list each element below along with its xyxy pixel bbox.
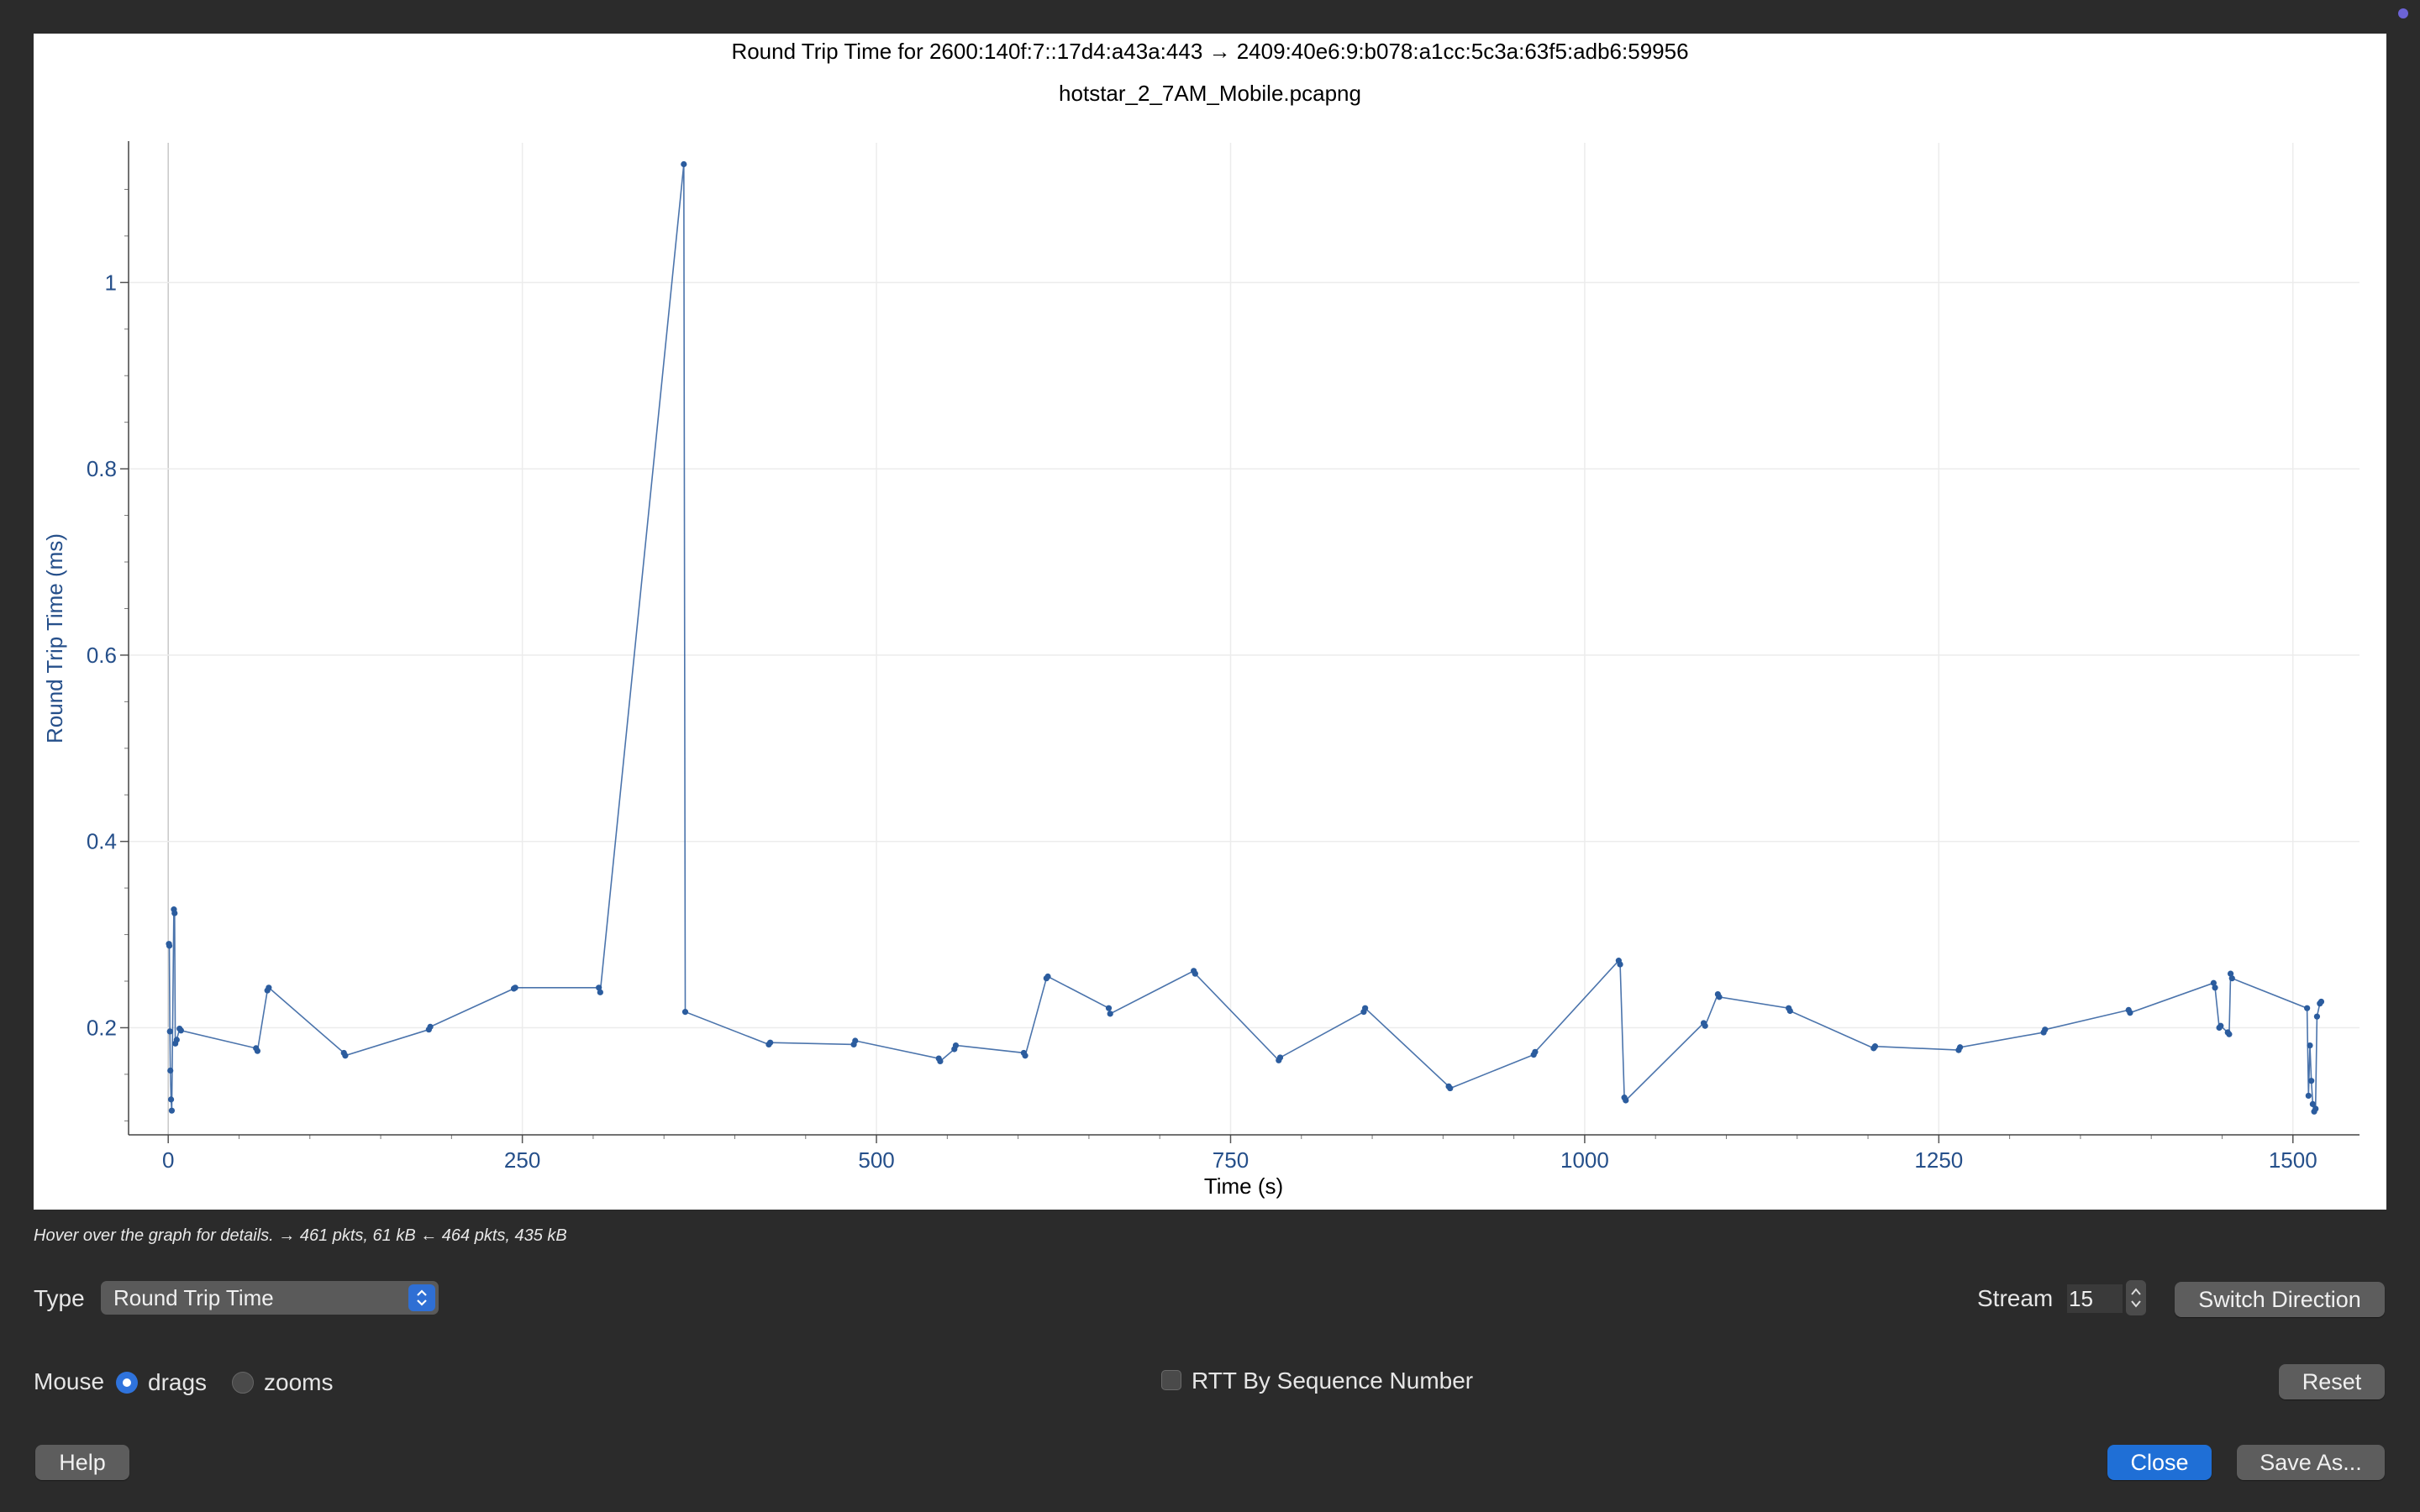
- rtt-data-point: [2307, 1042, 2313, 1049]
- help-button[interactable]: Help: [35, 1445, 129, 1480]
- window-indicator-dot: [2398, 8, 2408, 18]
- rtt-data-point: [167, 1067, 174, 1074]
- type-label: Type: [34, 1285, 85, 1311]
- switch-direction-button[interactable]: Switch Direction: [2175, 1282, 2385, 1317]
- chart-title: Round Trip Time for 2600:140f:7::17d4:a4…: [731, 39, 1688, 64]
- rtt-data-point: [1716, 994, 1723, 1000]
- rtt-data-point: [173, 1037, 180, 1043]
- rtt-data-point: [1276, 1054, 1284, 1061]
- x-tick-label: 750: [1213, 1147, 1249, 1173]
- y-tick-label: 0.2: [87, 1015, 117, 1040]
- rtt-data-point: [1702, 1022, 1708, 1029]
- graph-type-value: Round Trip Time: [113, 1284, 274, 1310]
- rtt-data-point: [266, 984, 272, 991]
- rtt-data-point: [168, 1107, 176, 1114]
- y-axis-label: Round Trip Time (ms): [42, 533, 67, 743]
- rtt-data-point: [2210, 979, 2217, 986]
- y-tick-label: 1: [105, 270, 117, 295]
- rtt-data-point: [254, 1047, 260, 1054]
- rtt-series-line: [168, 164, 2323, 1114]
- x-tick-label: 0: [162, 1147, 174, 1173]
- rtt-data-point: [2226, 1031, 2233, 1037]
- rtt-data-point: [852, 1037, 859, 1044]
- rtt-data-point: [1871, 1043, 1879, 1050]
- rtt-by-sequence-label[interactable]: RTT By Sequence Number: [1192, 1368, 1474, 1394]
- mouse-label: Mouse: [34, 1368, 105, 1394]
- rtt-graph-panel[interactable]: Round Trip Time for 2600:140f:7::17d4:a4…: [34, 34, 2386, 1210]
- stepper-arrows-icon: [2131, 1288, 2141, 1308]
- rtt-data-point: [1617, 961, 1623, 968]
- graph-hint-text: Hover over the graph for details. → 461 …: [34, 1226, 567, 1245]
- rtt-by-sequence-checkbox[interactable]: [1161, 1370, 1181, 1390]
- y-tick-label: 0.8: [87, 456, 117, 481]
- x-tick-label: 250: [504, 1147, 540, 1173]
- rtt-data-point: [166, 942, 173, 949]
- rtt-data-point: [2217, 1022, 2224, 1029]
- x-tick-label: 1250: [1914, 1147, 1963, 1173]
- save-as-button[interactable]: Save As...: [2237, 1445, 2385, 1480]
- stream-label: Stream: [1977, 1285, 2054, 1311]
- rtt-data-point: [2042, 1026, 2049, 1033]
- rtt-data-point: [596, 984, 602, 991]
- rtt-data-point: [171, 910, 178, 916]
- rtt-data-point: [1107, 1011, 1113, 1017]
- x-axis-label: Time (s): [1204, 1173, 1283, 1199]
- rtt-data-point: [167, 1096, 175, 1103]
- rtt-data-point: [1105, 1005, 1113, 1011]
- rtt-data-point: [767, 1039, 774, 1046]
- rtt-data-point: [1022, 1053, 1028, 1059]
- rtt-data-point: [2317, 998, 2325, 1005]
- rtt-data-point: [2313, 1013, 2321, 1020]
- rtt-data-point: [1957, 1044, 1964, 1051]
- rtt-data-point: [2228, 970, 2234, 977]
- stream-number-field[interactable]: [2067, 1284, 2123, 1313]
- rtt-data-point: [427, 1023, 434, 1030]
- zooms-radio[interactable]: [232, 1372, 254, 1394]
- chevron-up-down-icon: [408, 1284, 435, 1311]
- rtt-data-point: [166, 1028, 173, 1035]
- rtt-data-point: [177, 1027, 184, 1034]
- rtt-data-point: [2305, 1092, 2312, 1100]
- close-button[interactable]: Close: [2107, 1445, 2212, 1480]
- rtt-data-point: [1532, 1048, 1539, 1055]
- rtt-data-point: [2312, 1105, 2319, 1112]
- stream-stepper[interactable]: [2126, 1280, 2146, 1315]
- rtt-data-point: [2228, 975, 2235, 982]
- rtt-data-point: [681, 1009, 689, 1016]
- rtt-data-point: [1044, 973, 1051, 980]
- rtt-data-point: [2309, 1100, 2316, 1108]
- reset-button[interactable]: Reset: [2279, 1364, 2385, 1399]
- rtt-data-point: [1786, 1007, 1793, 1015]
- rtt-data-point: [952, 1042, 960, 1049]
- rtt-chart[interactable]: Round Trip Time for 2600:140f:7::17d4:a4…: [34, 34, 2386, 1210]
- rtt-data-point: [2212, 984, 2218, 991]
- rtt-data-point: [597, 989, 603, 995]
- rtt-data-point: [512, 984, 518, 991]
- zooms-label[interactable]: zooms: [264, 1369, 334, 1395]
- drags-label[interactable]: drags: [148, 1369, 208, 1395]
- x-tick-label: 500: [858, 1147, 894, 1173]
- rtt-data-point: [1192, 970, 1198, 977]
- drags-radio[interactable]: [116, 1372, 138, 1394]
- rtt-data-point: [342, 1053, 349, 1059]
- rtt-data-point: [1623, 1097, 1629, 1104]
- chart-subtitle: hotstar_2_7AM_Mobile.pcapng: [1059, 81, 1361, 106]
- y-tick-label: 0.6: [87, 643, 117, 668]
- x-tick-label: 1500: [2269, 1147, 2317, 1173]
- rtt-data-point: [2304, 1005, 2311, 1011]
- rtt-data-point: [937, 1058, 944, 1064]
- rtt-data-point: [2127, 1010, 2133, 1016]
- rtt-data-point: [681, 160, 687, 168]
- rtt-data-point: [1362, 1005, 1369, 1011]
- rtt-data-point: [1447, 1084, 1454, 1092]
- graph-type-select[interactable]: Round Trip Time: [101, 1281, 439, 1315]
- y-tick-label: 0.4: [87, 829, 117, 854]
- rtt-data-point: [2308, 1078, 2315, 1084]
- x-tick-label: 1000: [1560, 1147, 1609, 1173]
